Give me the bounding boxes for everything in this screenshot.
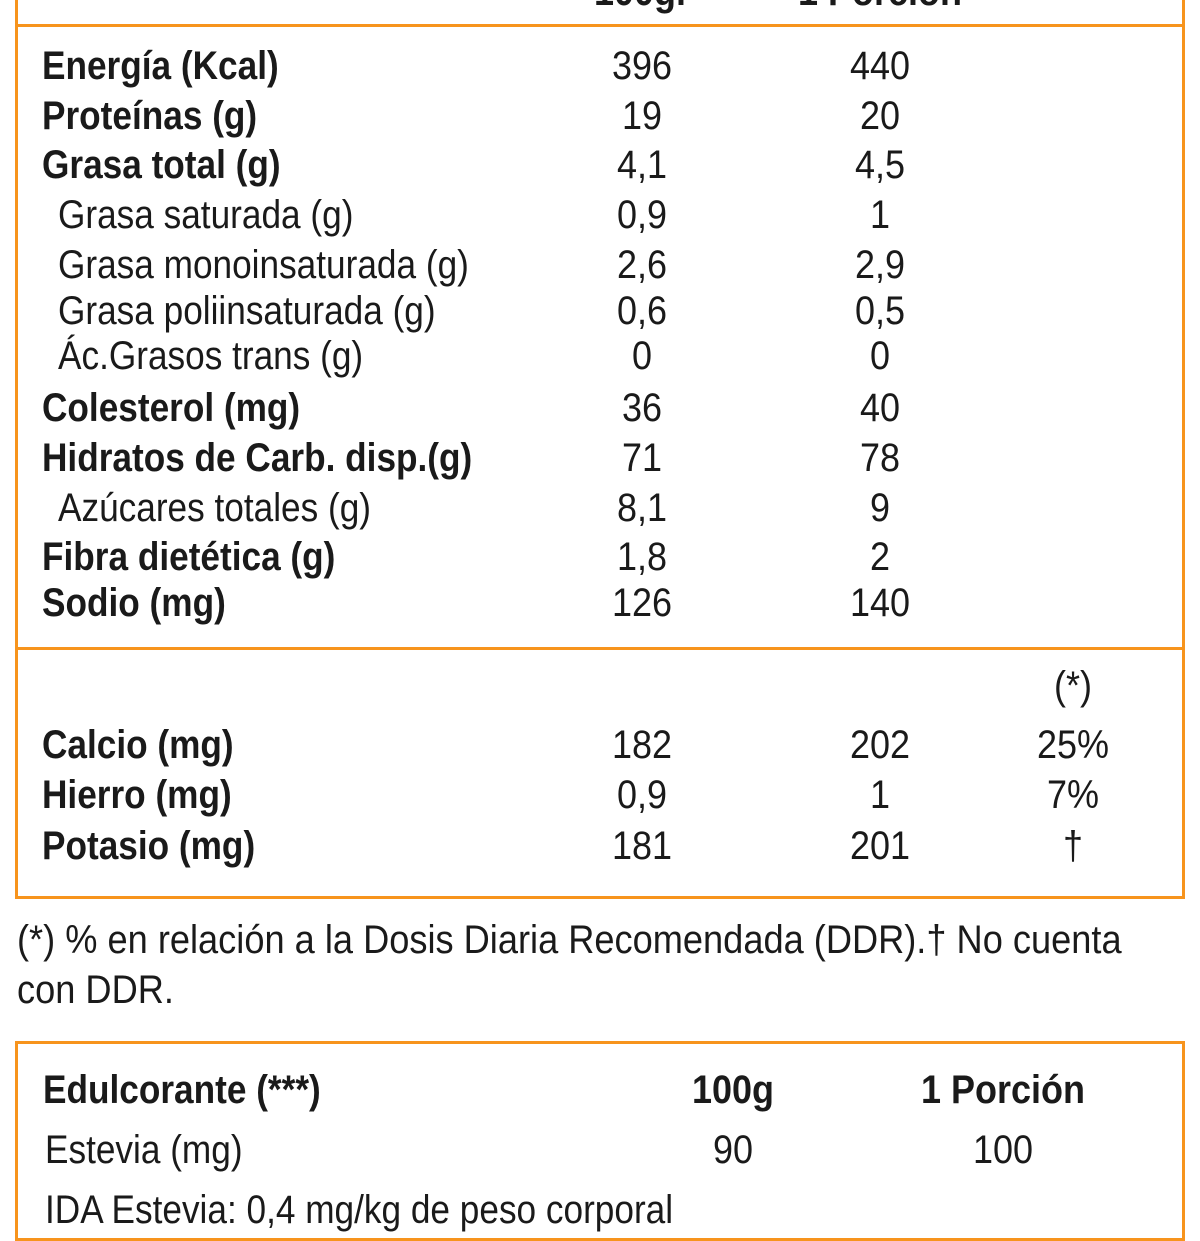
nutrient-label: Grasa poliinsaturada (g) — [58, 289, 436, 333]
mineral-value-portion: 1 — [869, 773, 891, 817]
footnote-line1: (*) % en relación a la Dosis Diaria Reco… — [17, 918, 1122, 962]
mineral-label: Potasio (mg) — [42, 824, 256, 868]
nutrient-value-100g: 8,1 — [616, 486, 668, 530]
nutrient-value-portion: 140 — [849, 581, 911, 625]
nutrient-label: Grasa monoinsaturada (g) — [58, 243, 469, 287]
sweetener-header-portion: 1 Porción — [920, 1068, 1086, 1112]
mineral-value-100g: 181 — [611, 824, 673, 868]
mineral-value-portion: 201 — [849, 824, 911, 868]
nutrient-value-portion: 2 — [869, 535, 891, 579]
mineral-label: Hierro (mg) — [42, 773, 232, 817]
mineral-value-portion: 202 — [849, 723, 911, 767]
header-divider — [15, 24, 1185, 27]
nutrition-table — [15, 0, 1185, 899]
nutrient-label: Fibra dietética (g) — [42, 535, 336, 579]
nutrient-value-portion: 9 — [869, 486, 891, 530]
mineral-value-100g: 0,9 — [616, 773, 668, 817]
nutrient-label: Azúcares totales (g) — [58, 486, 372, 530]
nutrient-value-100g: 2,6 — [616, 243, 668, 287]
nutrient-value-100g: 126 — [611, 581, 673, 625]
nutrient-value-100g: 0 — [631, 334, 653, 378]
nutrient-value-100g: 0,6 — [616, 289, 668, 333]
nutrient-value-100g: 4,1 — [616, 143, 668, 187]
nutrient-value-100g: 396 — [611, 44, 673, 88]
nutrient-label: Proteínas (g) — [42, 94, 258, 138]
nutrient-label: Energía (Kcal) — [42, 44, 279, 88]
mineral-value-ddr: 7% — [1046, 773, 1100, 817]
sweetener-ida: IDA Estevia: 0,4 mg/kg de peso corporal — [45, 1188, 674, 1232]
mineral-label: Calcio (mg) — [42, 723, 234, 767]
nutrient-label: Hidratos de Carb. disp.(g) — [42, 436, 473, 480]
footnote-line2: con DDR. — [17, 968, 174, 1012]
header-portion: 1 Porción — [790, 0, 970, 15]
nutrient-label: Ác.Grasos trans (g) — [58, 334, 364, 378]
nutrient-value-portion: 440 — [849, 44, 911, 88]
mineral-value-100g: 182 — [611, 723, 673, 767]
nutrient-value-portion: 0 — [869, 334, 891, 378]
nutrient-value-portion: 0,5 — [854, 289, 906, 333]
mineral-value-ddr: † — [1062, 824, 1084, 868]
nutrient-value-100g: 36 — [621, 386, 663, 430]
nutrient-value-portion: 4,5 — [854, 143, 906, 187]
sweetener-portion: 100 — [972, 1128, 1034, 1172]
sweetener-title: Edulcorante (***) — [43, 1068, 321, 1112]
nutrient-value-portion: 40 — [859, 386, 901, 430]
ddr-header: (*) — [1054, 664, 1092, 708]
nutrient-value-portion: 78 — [859, 436, 901, 480]
nutrient-value-100g: 1,8 — [616, 535, 668, 579]
header-100g: 100gr — [552, 0, 732, 15]
nutrient-value-portion: 1 — [869, 193, 891, 237]
nutrient-label: Grasa total (g) — [42, 143, 281, 187]
nutrient-value-100g: 0,9 — [616, 193, 668, 237]
sweetener-100g: 90 — [712, 1128, 754, 1172]
mineral-value-ddr: 25% — [1036, 723, 1110, 767]
nutrient-label: Sodio (mg) — [42, 581, 226, 625]
nutrient-label: Colesterol (mg) — [42, 386, 301, 430]
nutrient-value-portion: 20 — [859, 94, 901, 138]
nutrient-value-portion: 2,9 — [854, 243, 906, 287]
sweetener-header-100g: 100g — [691, 1068, 775, 1112]
nutrient-value-100g: 19 — [621, 94, 663, 138]
nutrient-value-100g: 71 — [621, 436, 663, 480]
nutrient-label: Grasa saturada (g) — [58, 193, 354, 237]
sweetener-label: Estevia (mg) — [45, 1128, 243, 1172]
minerals-divider — [15, 647, 1185, 650]
